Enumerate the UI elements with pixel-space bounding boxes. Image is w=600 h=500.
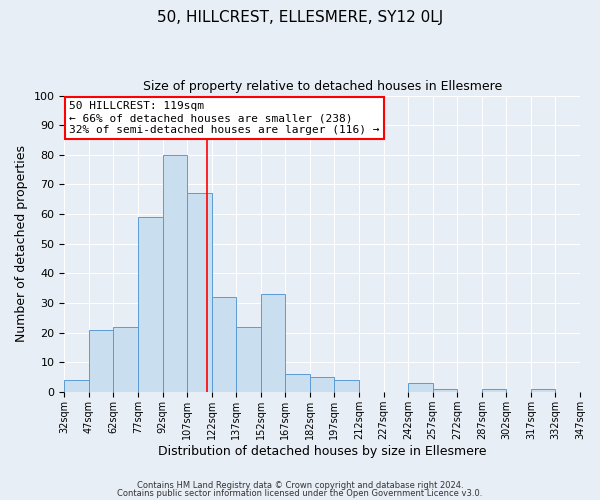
Text: 50 HILLCREST: 119sqm
← 66% of detached houses are smaller (238)
32% of semi-deta: 50 HILLCREST: 119sqm ← 66% of detached h…: [70, 102, 380, 134]
Bar: [163, 155, 187, 392]
Bar: [236, 326, 261, 392]
Bar: [334, 380, 359, 392]
X-axis label: Distribution of detached houses by size in Ellesmere: Distribution of detached houses by size …: [158, 444, 487, 458]
Bar: [310, 377, 334, 392]
Bar: [113, 326, 138, 392]
Bar: [482, 389, 506, 392]
Bar: [408, 383, 433, 392]
Bar: [261, 294, 286, 392]
Text: Contains HM Land Registry data © Crown copyright and database right 2024.: Contains HM Land Registry data © Crown c…: [137, 481, 463, 490]
Bar: [187, 194, 212, 392]
Bar: [64, 380, 89, 392]
Bar: [433, 389, 457, 392]
Bar: [531, 389, 556, 392]
Bar: [138, 217, 163, 392]
Bar: [89, 330, 113, 392]
Bar: [286, 374, 310, 392]
Text: Contains public sector information licensed under the Open Government Licence v3: Contains public sector information licen…: [118, 488, 482, 498]
Title: Size of property relative to detached houses in Ellesmere: Size of property relative to detached ho…: [143, 80, 502, 93]
Y-axis label: Number of detached properties: Number of detached properties: [15, 145, 28, 342]
Bar: [212, 297, 236, 392]
Text: 50, HILLCREST, ELLESMERE, SY12 0LJ: 50, HILLCREST, ELLESMERE, SY12 0LJ: [157, 10, 443, 25]
